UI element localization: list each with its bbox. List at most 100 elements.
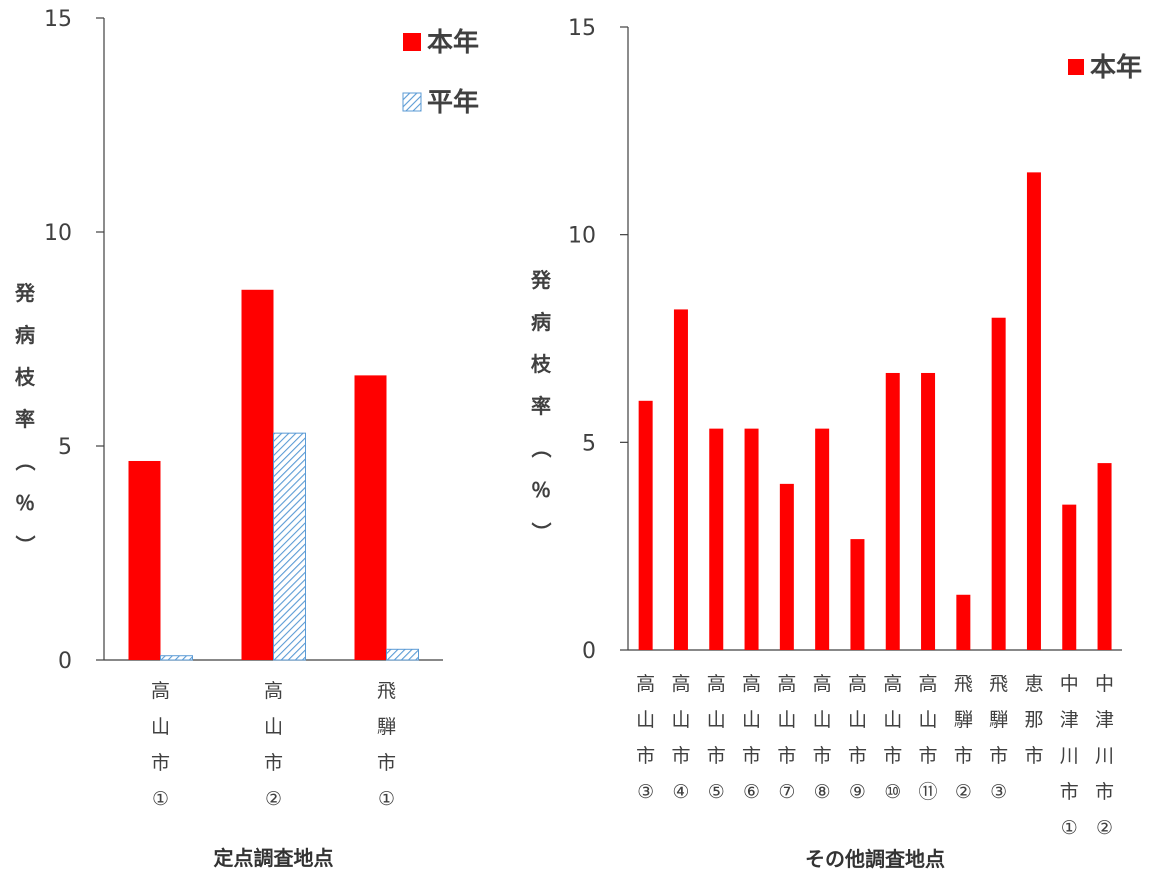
y-axis-label-char: ） — [13, 535, 37, 555]
x-tick-label-char: 市 — [1024, 745, 1043, 767]
x-tick-label-char: 山 — [919, 709, 938, 731]
y-axis-label-char: 枝 — [531, 352, 552, 376]
y-tick-label: 0 — [58, 649, 72, 674]
y-axis-label-char: 枝 — [15, 365, 36, 389]
bar-本年-高山市① — [128, 460, 161, 660]
x-tick-label-char: 高 — [742, 673, 761, 695]
x-tick-label-char: 高 — [848, 673, 867, 695]
x-tick-label-char: 山 — [883, 709, 902, 731]
y-axis-label-char: 発 — [14, 281, 36, 305]
x-tick-label-char: 市 — [264, 752, 283, 774]
y-tick-label: 5 — [58, 435, 72, 460]
y-tick-label: 10 — [568, 224, 596, 249]
x-tick-label-char: 市 — [151, 752, 170, 774]
x-tick-label-char: ③ — [637, 781, 654, 803]
bar-本年-飛騨市③ — [991, 317, 1006, 650]
x-axis-label: その他調査地点 — [805, 847, 945, 871]
x-tick-label-char: 那 — [1024, 709, 1043, 731]
x-tick-label-char: 山 — [671, 709, 690, 731]
y-tick-label: 15 — [568, 16, 596, 41]
x-tick-label-char: 川 — [1060, 745, 1079, 767]
x-tick-label-char: ⑨ — [849, 781, 866, 803]
x-axis-label: 定点調査地点 — [214, 846, 334, 870]
x-tick-label-char: 山 — [264, 716, 283, 738]
bar-本年-高山市② — [241, 289, 274, 660]
x-tick-label-char: ② — [1096, 817, 1113, 839]
x-tick-label-char: ⑥ — [743, 781, 760, 803]
x-tick-label-char: 市 — [377, 752, 396, 774]
x-tick-label-char: 高 — [919, 673, 938, 695]
x-tick-label-char: 山 — [742, 709, 761, 731]
x-tick-label-char: 市 — [919, 745, 938, 767]
legend-swatch-本年 — [1068, 59, 1084, 75]
x-tick-label-char: 山 — [777, 709, 796, 731]
x-tick-label-char: 市 — [671, 745, 690, 767]
bar-本年-恵那市 — [1026, 172, 1041, 650]
x-tick-label-char: 市 — [742, 745, 761, 767]
x-tick-label-char: 市 — [989, 745, 1008, 767]
bar-本年-高山市⑧ — [815, 428, 830, 650]
x-tick-label-char: 高 — [264, 680, 283, 702]
x-tick-label-char: 市 — [1060, 781, 1079, 803]
legend-swatch-平年 — [402, 92, 422, 112]
x-tick-label-char: 中 — [1095, 673, 1114, 695]
x-tick-label-char: ⑪ — [919, 781, 938, 803]
x-tick-label-char: 山 — [848, 709, 867, 731]
y-axis-label-char: （ — [529, 438, 553, 458]
bar-平年-飛騨市① — [386, 648, 419, 661]
x-tick-label-char: 山 — [151, 716, 170, 738]
y-axis-label-char: ） — [529, 522, 553, 542]
x-tick-label-char: 山 — [707, 709, 726, 731]
x-tick-label-char: ④ — [672, 781, 689, 803]
y-tick-label: 0 — [582, 639, 596, 664]
x-tick-label-char: 山 — [813, 709, 832, 731]
x-tick-label-char: 市 — [1095, 781, 1114, 803]
y-axis-label-char: （ — [13, 451, 37, 471]
bar-平年-高山市② — [273, 432, 306, 661]
bar-本年-高山市③ — [638, 400, 653, 650]
x-tick-label-char: ② — [955, 781, 972, 803]
x-tick-label-char: ⑦ — [778, 781, 795, 803]
y-axis-label-char: 病 — [531, 310, 551, 334]
x-tick-label-char: 市 — [954, 745, 973, 767]
x-tick-label-char: 騨 — [954, 709, 973, 731]
y-axis-label-char: 発 — [530, 268, 552, 292]
x-tick-label-char: ⑧ — [814, 781, 831, 803]
bar-本年-高山市⑪ — [921, 372, 936, 650]
bar-本年-中津川市② — [1097, 463, 1112, 650]
x-tick-label-char: ① — [378, 788, 395, 810]
x-tick-label-char: 高 — [777, 673, 796, 695]
x-tick-label-char: 高 — [636, 673, 655, 695]
x-tick-label-char: 山 — [636, 709, 655, 731]
y-axis-label-char: ％ — [15, 491, 35, 515]
x-tick-label-char: 津 — [1095, 709, 1114, 731]
x-tick-label-char: 高 — [813, 673, 832, 695]
legend-label: 本年 — [427, 27, 479, 58]
bar-本年-飛騨市② — [956, 594, 971, 650]
x-tick-label-char: 飛 — [954, 673, 973, 695]
x-tick-label-char: 恵 — [1024, 673, 1043, 695]
x-tick-label-char: 飛 — [377, 680, 396, 702]
x-tick-label-char: 市 — [636, 745, 655, 767]
bar-本年-高山市⑤ — [709, 428, 724, 650]
x-tick-label-char: 市 — [707, 745, 726, 767]
x-tick-label-char: ② — [265, 788, 282, 810]
x-tick-label-char: 津 — [1060, 709, 1079, 731]
x-tick-label-char: 高 — [707, 673, 726, 695]
x-tick-label-char: 中 — [1060, 673, 1079, 695]
y-axis-label-char: ％ — [531, 478, 551, 502]
x-tick-label-char: 飛 — [989, 673, 1008, 695]
x-tick-label-char: 騨 — [377, 716, 396, 738]
x-tick-label-char: 高 — [151, 680, 170, 702]
x-tick-label-char: ③ — [990, 781, 1007, 803]
bar-本年-中津川市① — [1062, 504, 1077, 650]
y-tick-label: 15 — [44, 7, 72, 32]
x-tick-label-char: 高 — [883, 673, 902, 695]
bar-平年-高山市① — [160, 655, 193, 661]
x-tick-label-char: ⑩ — [884, 781, 901, 803]
x-tick-label-char: ⑤ — [708, 781, 725, 803]
y-tick-label: 5 — [582, 431, 596, 456]
bar-本年-高山市⑥ — [744, 428, 759, 650]
bar-本年-高山市⑨ — [850, 539, 865, 650]
